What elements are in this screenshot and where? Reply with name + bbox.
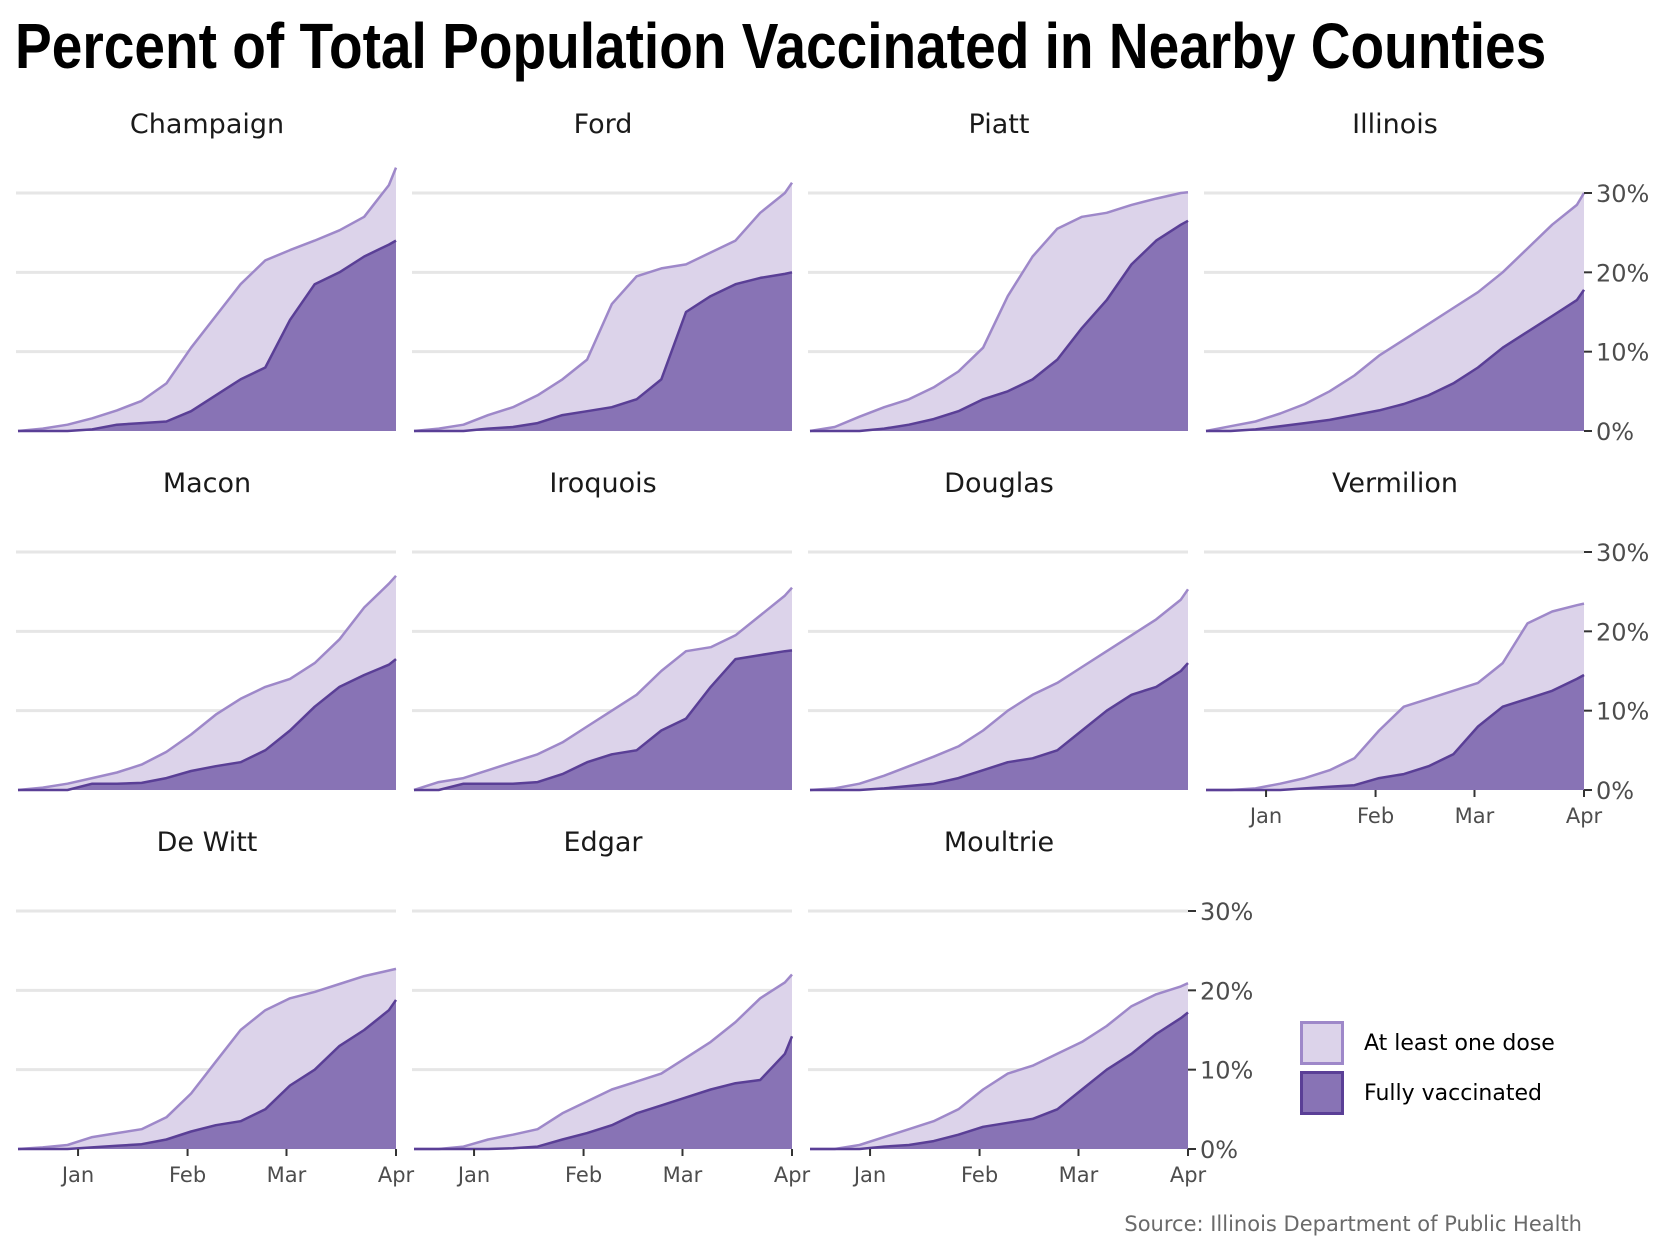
panel-title: Vermilion <box>1332 468 1458 499</box>
panel-title: Moultrie <box>944 827 1054 858</box>
x-tick-label: Feb <box>169 1163 206 1187</box>
fully-vaccinated-area <box>414 650 792 790</box>
panel-title: Macon <box>163 468 251 499</box>
y-tick-label: 0% <box>1596 777 1634 805</box>
x-tick-label: Mar <box>267 1163 307 1187</box>
fully-vaccinated-line <box>414 649 793 792</box>
fully-vaccinated-area <box>414 1036 792 1149</box>
y-tick-label: 10% <box>1596 339 1649 367</box>
fully-vaccinated-area <box>18 240 396 431</box>
one-dose-line <box>17 574 397 792</box>
y-tick-label: 30% <box>1596 539 1649 567</box>
panel-macon: Macon <box>16 468 397 792</box>
x-tick-label: Apr <box>1566 804 1603 828</box>
panel-title: Douglas <box>944 468 1054 499</box>
one-dose-line <box>810 982 1189 1151</box>
one-dose-line <box>809 190 1189 433</box>
one-dose-line <box>413 181 794 433</box>
one-dose-line <box>414 973 793 1151</box>
x-tick-label: Mar <box>1455 804 1495 828</box>
x-tick-label: Feb <box>565 1163 602 1187</box>
fully-vaccinated-area <box>18 659 396 790</box>
fully-vaccinated-line <box>810 662 1189 792</box>
fully-vaccinated-line <box>18 999 398 1151</box>
fully-vaccinated-line <box>810 219 1189 433</box>
panel-de-witt: De Witt Jan Feb Mar Apr <box>16 827 415 1187</box>
y-tick-label: 20% <box>1596 618 1649 646</box>
fully-vaccinated-line <box>810 1011 1189 1151</box>
x-tick-label: Jan <box>60 1163 94 1187</box>
x-tick-label: Feb <box>1357 804 1394 828</box>
fully-vaccinated-line <box>18 239 397 433</box>
fully-vaccinated-area <box>1206 289 1584 431</box>
fully-vaccinated-line <box>414 1035 794 1151</box>
legend-item-one-dose: At least one dose <box>1300 1018 1555 1068</box>
source-note: Source: Illinois Department of Public He… <box>1124 1212 1582 1236</box>
fully-vaccinated-area <box>414 272 792 431</box>
x-tick-label: Apr <box>378 1163 415 1187</box>
fully-vaccinated-area <box>810 663 1188 790</box>
legend-item-fully-vaccinated: Fully vaccinated <box>1300 1068 1555 1118</box>
panel-illinois: Illinois 0% 10% 20% 30% <box>1204 109 1649 446</box>
panel-title: De Witt <box>157 827 258 858</box>
one-dose-line <box>1205 192 1586 433</box>
fully-vaccinated-line <box>1206 673 1585 792</box>
panel-piatt: Piatt <box>808 109 1189 433</box>
legend-label-one-dose: At least one dose <box>1364 1030 1555 1056</box>
fully-vaccinated-line <box>414 271 793 433</box>
legend-swatch-fully-vaccinated <box>1300 1071 1344 1115</box>
y-tick-label: 10% <box>1200 1057 1253 1085</box>
x-tick-label: Jan <box>852 1163 886 1187</box>
x-tick-label: Jan <box>456 1163 490 1187</box>
y-tick-label: 20% <box>1200 977 1253 1005</box>
y-tick-label: 30% <box>1596 180 1649 208</box>
fully-vaccinated-area <box>18 999 396 1149</box>
legend: At least one dose Fully vaccinated <box>1300 1018 1555 1118</box>
panel-edgar: Edgar Jan Feb Mar Apr <box>412 827 811 1187</box>
x-tick-label: Mar <box>663 1163 703 1187</box>
one-dose-line <box>1206 602 1585 792</box>
one-dose-line <box>809 588 1190 792</box>
x-tick-label: Apr <box>1170 1163 1207 1187</box>
fully-vaccinated-line <box>1206 289 1586 433</box>
legend-swatch-one-dose <box>1300 1021 1344 1065</box>
chart-title: Percent of Total Population Vaccinated i… <box>15 10 1547 82</box>
one-dose-line <box>413 586 793 792</box>
panel-douglas: Douglas <box>808 468 1190 792</box>
x-tick-label: Feb <box>961 1163 998 1187</box>
panel-title: Piatt <box>969 109 1030 140</box>
panel-title: Champaign <box>130 109 284 140</box>
fully-vaccinated-area <box>810 1012 1188 1149</box>
panel-iroquois: Iroquois <box>412 468 793 792</box>
fully-vaccinated-line <box>18 658 397 792</box>
legend-label-fully-vaccinated: Fully vaccinated <box>1364 1080 1542 1106</box>
panel-title: Illinois <box>1352 109 1438 140</box>
panel-title: Edgar <box>564 827 644 858</box>
x-tick-label: Apr <box>774 1163 811 1187</box>
panel-champaign: Champaign <box>16 109 398 433</box>
x-tick-label: Mar <box>1059 1163 1099 1187</box>
x-tick-label: Jan <box>1248 804 1282 828</box>
y-tick-label: 10% <box>1596 698 1649 726</box>
y-tick-label: 30% <box>1200 898 1253 926</box>
fully-vaccinated-area <box>810 220 1188 431</box>
one-dose-line <box>17 967 397 1151</box>
y-tick-label: 20% <box>1596 259 1649 287</box>
y-tick-label: 0% <box>1200 1136 1238 1164</box>
one-dose-line <box>17 167 398 433</box>
y-tick-label: 0% <box>1596 418 1634 446</box>
fully-vaccinated-area <box>1206 675 1584 790</box>
panel-ford: Ford <box>412 109 794 433</box>
panel-title: Iroquois <box>549 468 656 499</box>
panel-title: Ford <box>574 109 633 140</box>
